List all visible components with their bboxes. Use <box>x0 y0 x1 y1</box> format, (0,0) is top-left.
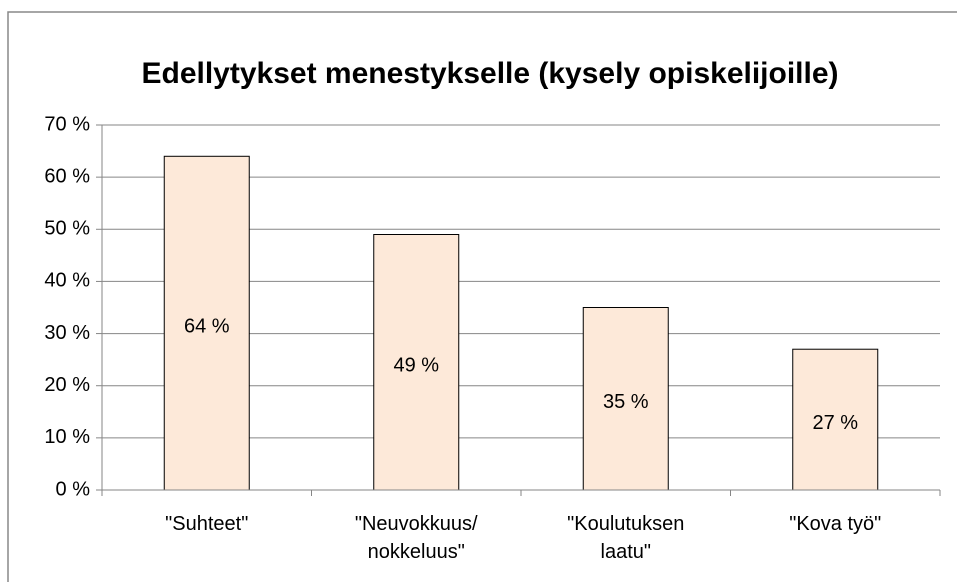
y-tick-label: 10 % <box>44 426 90 448</box>
y-tick-label: 70 % <box>44 113 90 135</box>
y-tick-label: 40 % <box>44 270 90 292</box>
y-tick-label: 50 % <box>44 218 90 240</box>
data-label: 64 % <box>184 315 230 337</box>
y-tick-label: 60 % <box>44 165 90 187</box>
data-label: 49 % <box>393 355 439 377</box>
y-tick-label: 20 % <box>44 374 90 396</box>
x-tick-label: "Koulutuksen laatu" <box>567 513 685 563</box>
x-tick-label: "Kova työ" <box>789 513 882 535</box>
data-label: 27 % <box>812 412 858 434</box>
x-tick-label: "Suhteet" <box>165 513 249 535</box>
chart-title: Edellytykset menestykselle (kysely opisk… <box>141 57 838 90</box>
y-tick-label: 0 % <box>56 478 91 500</box>
x-tick-label: "Neuvokkuus/ nokkeluus" <box>354 513 478 563</box>
data-label: 35 % <box>603 391 649 413</box>
bar <box>582 307 669 491</box>
bar <box>792 348 879 491</box>
chart-border <box>7 11 957 582</box>
y-tick-label: 30 % <box>44 322 90 344</box>
